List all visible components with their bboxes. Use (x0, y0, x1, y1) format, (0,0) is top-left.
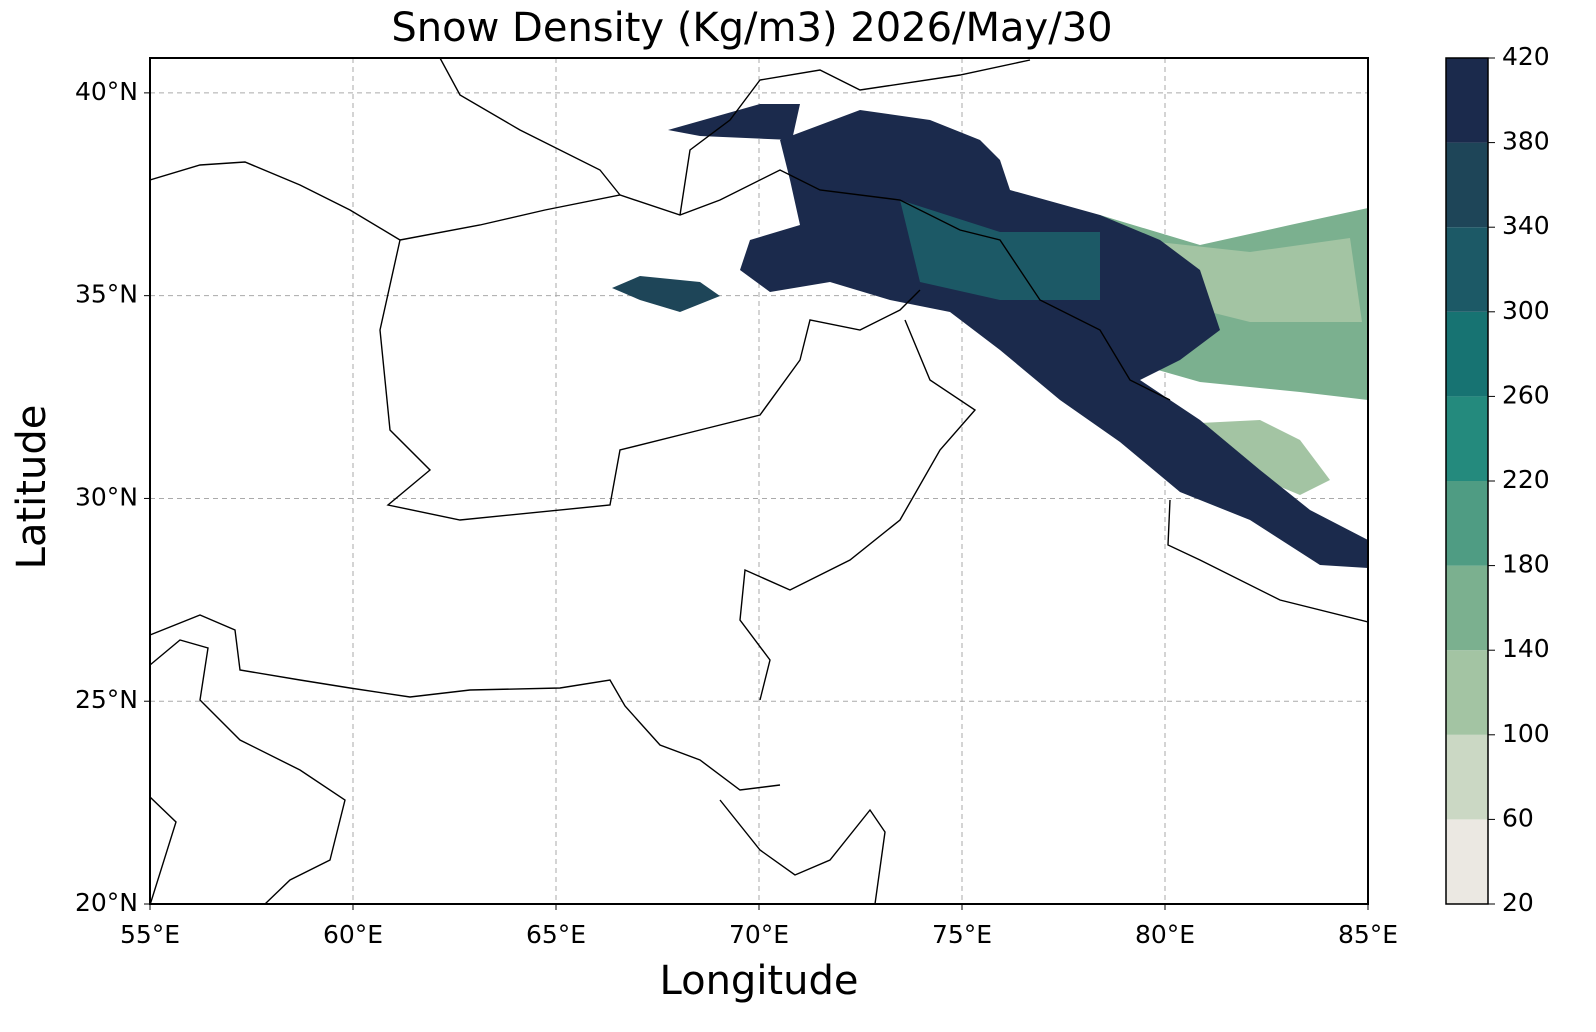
border (679, 59, 1031, 216)
map-layer (150, 58, 1368, 904)
colorbar-bin (1446, 58, 1488, 143)
border (739, 319, 977, 701)
border (150, 161, 921, 521)
colorbar-tick-label: 180 (1502, 550, 1550, 579)
x-axis-label: Longitude (660, 958, 859, 1004)
border (399, 169, 1171, 401)
colorbar-bin (1446, 650, 1488, 735)
colorbar-tick-label: 420 (1502, 42, 1550, 71)
coastline (719, 799, 886, 904)
colorbar-bin (1446, 734, 1488, 820)
colorbar-tick-label: 300 (1502, 296, 1550, 325)
y-tick-label: 30°N (75, 482, 138, 511)
colorbar-tick-label: 100 (1502, 719, 1550, 748)
colorbar-bin (1446, 227, 1488, 312)
colorbar-tick-label: 60 (1502, 803, 1534, 832)
border (439, 58, 621, 196)
colorbar-tick-label: 380 (1502, 127, 1550, 156)
y-tick-label: 35°N (75, 280, 138, 309)
colorbar-bin (1446, 142, 1488, 228)
colorbar-tick-label: 20 (1502, 888, 1534, 917)
colorbar-tick-label: 340 (1502, 211, 1550, 240)
colorbar-tick-label: 260 (1502, 380, 1550, 409)
colorbar: 20 60 100 140 180 220 260 300 340 380 420 (1445, 42, 1550, 917)
snow-region (668, 104, 800, 140)
coastline (150, 614, 781, 791)
colorbar-bin (1446, 565, 1488, 651)
colorbar-tick-label: 140 (1502, 634, 1550, 663)
colorbar-bin (1446, 396, 1488, 481)
x-tick-label: 60°E (323, 920, 383, 949)
y-axis-label: Latitude (9, 405, 55, 570)
snow-region (612, 276, 720, 312)
colorbar-bin (1446, 481, 1488, 566)
x-tick-label: 70°E (729, 920, 789, 949)
colorbar-tick-label: 220 (1502, 465, 1550, 494)
y-tick-label: 25°N (75, 685, 138, 714)
y-tick-label: 40°N (75, 77, 138, 106)
border (1167, 499, 1368, 623)
y-tick-label: 20°N (75, 888, 138, 917)
x-tick-label: 55°E (120, 920, 180, 949)
chart-title: Snow Density (Kg/m3) 2026/May/30 (391, 5, 1112, 51)
x-tick-label: 65°E (526, 920, 586, 949)
coastline (150, 639, 346, 904)
colorbar-bin (1446, 819, 1488, 904)
x-tick-label: 85°E (1338, 920, 1398, 949)
coastline (150, 796, 177, 904)
x-tick-label: 75°E (932, 920, 992, 949)
snow-region (740, 110, 1368, 568)
colorbar-bin (1446, 311, 1488, 397)
x-tick-label: 80°E (1135, 920, 1195, 949)
